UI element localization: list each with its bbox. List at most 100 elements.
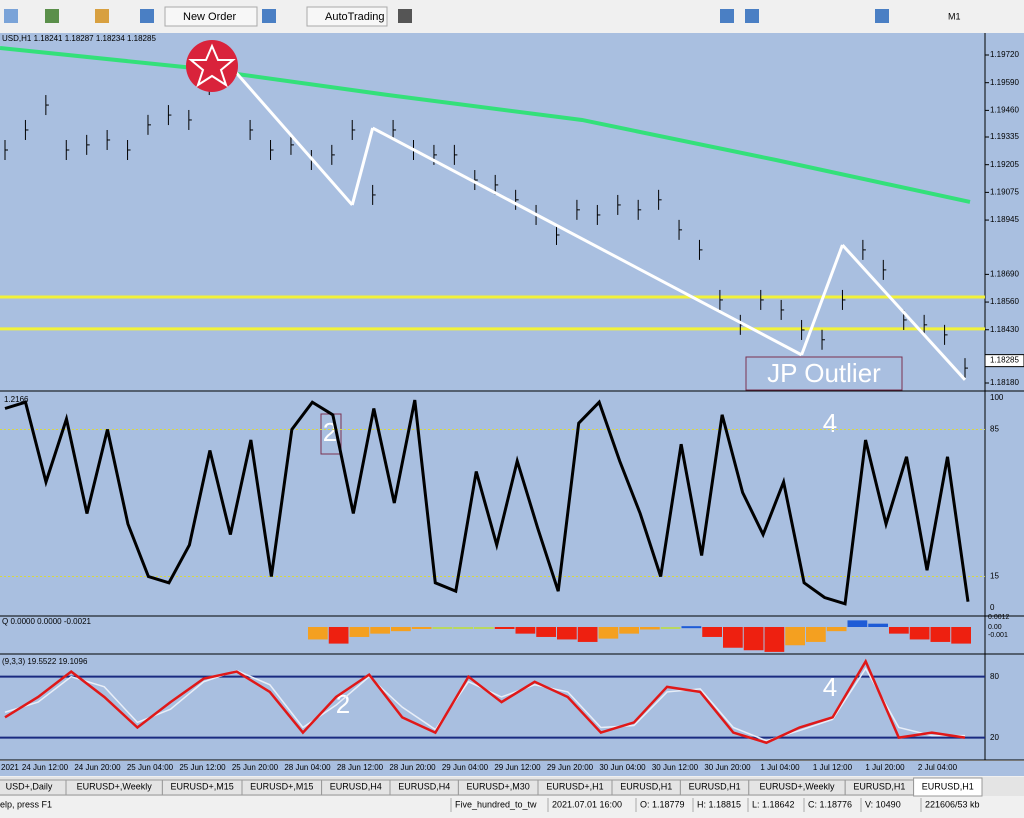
icon[interactable]	[720, 9, 734, 23]
histogram-bar	[308, 627, 328, 640]
histogram-bar	[328, 627, 349, 644]
tick-label: 0.00	[988, 624, 1002, 631]
time-label: 25 Jun 12:00	[179, 763, 226, 772]
marker-star	[188, 43, 236, 88]
time-label: 1 Jul 12:00	[813, 763, 853, 772]
tab-label[interactable]: EURUSD+,Weekly	[759, 781, 835, 791]
time-label: 25 Jun 20:00	[232, 763, 279, 772]
tab-label[interactable]: EURUSD,H1	[689, 781, 741, 791]
status-item: Five_hundred_to_tw	[455, 799, 537, 809]
icon[interactable]	[45, 9, 59, 23]
zigzag	[800, 244, 844, 356]
time-label: 30 Jun 12:00	[652, 763, 699, 772]
tick-label: 15	[990, 572, 999, 581]
new-order-button[interactable]	[164, 6, 258, 27]
price-label: 1.18560	[990, 297, 1019, 306]
status-bar	[0, 797, 1024, 813]
price-label: 1.19205	[990, 160, 1019, 169]
time-label: 25 Jun 04:00	[127, 763, 174, 772]
tab-label[interactable]: EURUSD+,M15	[171, 781, 234, 791]
chart-header: USD,H1 1.18241 1.18287 1.18234 1.18285	[2, 34, 156, 43]
time-label: 30 Jun 20:00	[704, 763, 751, 772]
tab-label[interactable]: EURUSD+,M30	[467, 781, 530, 791]
toolbar-icons	[4, 9, 889, 23]
icon[interactable]	[95, 9, 109, 23]
time-label: 2021	[1, 763, 19, 772]
time-label: 24 Jun 20:00	[74, 763, 121, 772]
histogram-bar	[349, 627, 370, 637]
status-item: V: 10490	[865, 799, 901, 809]
annotation-box	[745, 356, 903, 391]
histogram-bar	[806, 627, 826, 642]
histogram-bar	[640, 627, 660, 630]
histogram-bar	[474, 627, 494, 629]
tab-label[interactable]: EURUSD+,H1	[546, 781, 603, 791]
time-label: 1 Jul 04:00	[760, 763, 800, 772]
histogram-bar	[577, 627, 598, 642]
tab-label[interactable]: EURUSD+,Weekly	[77, 781, 153, 791]
icon[interactable]	[398, 9, 412, 23]
zigzag	[371, 126, 803, 357]
histogram-bar	[764, 627, 785, 652]
tab-label[interactable]: EURUSD,H1	[620, 781, 672, 791]
icon[interactable]	[745, 9, 759, 23]
tick-label: 0.0012	[988, 614, 1010, 621]
price-label: 1.19460	[990, 105, 1019, 114]
histogram-bar	[847, 620, 868, 627]
time-label: 29 Jun 12:00	[494, 763, 541, 772]
histogram-bar	[951, 627, 971, 644]
status-item: H: 1.18815	[697, 799, 741, 809]
histogram-bar	[432, 627, 453, 629]
status-item: L: 1.18642	[752, 799, 795, 809]
tick-label: 20	[990, 733, 999, 742]
icon[interactable]	[140, 9, 154, 23]
histogram-bar	[494, 627, 515, 629]
tab-label[interactable]: EURUSD,H1	[853, 781, 905, 791]
tab-label[interactable]: EURUSD+,M15	[250, 781, 313, 791]
histogram-bar	[660, 627, 681, 629]
histogram-bar	[909, 627, 930, 640]
time-axis	[0, 761, 1024, 776]
status-item: 2021.07.01 16:00	[552, 799, 622, 809]
time-label: 30 Jun 04:00	[599, 763, 646, 772]
tick-label: 0	[990, 603, 995, 612]
status-item: elp, press F1	[0, 799, 52, 809]
status-item: 221606/53 kb	[925, 799, 980, 809]
annotation: JP Outlier	[767, 358, 881, 388]
stochastic-line	[4, 399, 970, 606]
tick-label: 100	[990, 393, 1004, 402]
histogram-bar	[515, 627, 536, 634]
current-price: 1.18285	[990, 356, 1019, 365]
tick-label: 85	[990, 425, 999, 434]
price-label: 1.18180	[990, 378, 1019, 387]
tab-label[interactable]: USD+,Daily	[6, 781, 53, 791]
icon[interactable]	[875, 9, 889, 23]
histogram-bar	[681, 626, 702, 629]
histogram-bar	[868, 623, 888, 627]
price-label: 1.18690	[990, 269, 1019, 278]
tick-label: -0.001	[988, 632, 1008, 639]
tick-label: 80	[990, 672, 999, 681]
main-line	[4, 658, 966, 745]
time-label: 29 Jun 20:00	[547, 763, 594, 772]
tab-label[interactable]: EURUSD,H1	[922, 781, 974, 791]
timeframe[interactable]: M1	[948, 11, 961, 21]
tab[interactable]	[913, 777, 983, 797]
current-price-box	[984, 354, 1024, 368]
indicator-header: 1.2166	[4, 395, 29, 404]
histogram-bar	[598, 627, 619, 639]
icon[interactable]	[4, 9, 18, 23]
time-label: 24 Jun 12:00	[22, 763, 69, 772]
price-label: 1.19590	[990, 78, 1019, 87]
tab-label[interactable]: EURUSD,H4	[330, 781, 382, 791]
price-label: 1.19335	[990, 132, 1019, 141]
autotrading-button[interactable]	[306, 6, 388, 27]
histogram-bar	[557, 627, 577, 640]
price-label: 1.19720	[990, 50, 1019, 59]
status-item: O: 1.18779	[640, 799, 685, 809]
icon[interactable]	[262, 9, 276, 23]
zigzag	[841, 243, 967, 381]
tab-label[interactable]: EURUSD,H4	[398, 781, 450, 791]
chart-area	[0, 33, 1024, 760]
